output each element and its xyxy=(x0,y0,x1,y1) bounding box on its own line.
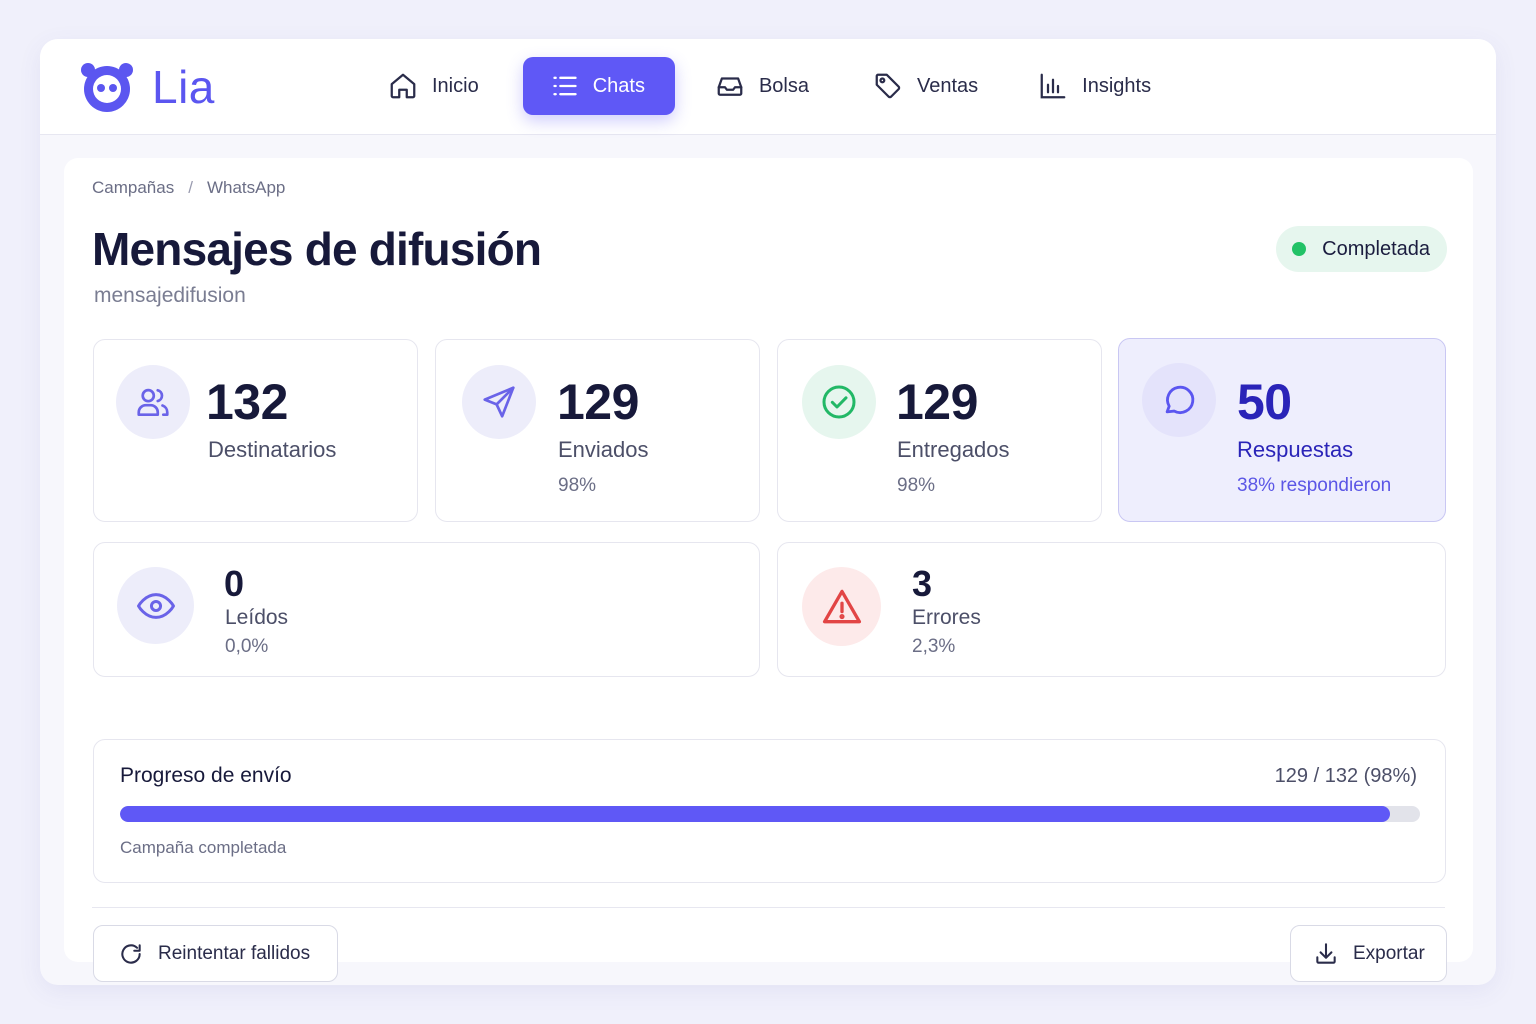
icon-badge xyxy=(117,567,194,644)
stat-label: Entregados xyxy=(897,437,1010,462)
warning-icon xyxy=(822,589,861,623)
eye-icon xyxy=(136,592,175,619)
nav-item-label: Insights xyxy=(1082,74,1152,97)
send-icon xyxy=(483,386,515,418)
progress-bar xyxy=(120,806,1420,822)
tag-icon xyxy=(875,73,901,99)
icon-badge xyxy=(462,365,536,439)
inbox-icon xyxy=(717,77,743,96)
retry-failed-label: Reintentar fallidos xyxy=(158,942,311,964)
page-subtitle: mensajedifusion xyxy=(94,284,246,307)
app-logo[interactable]: Lia xyxy=(80,59,215,115)
top-bar: Lia Inicio Chats xyxy=(40,39,1496,135)
icon-badge xyxy=(1142,363,1216,437)
logo-icon xyxy=(81,63,133,112)
progress-card: Progreso de envío 129 / 132 (98%) Campañ… xyxy=(93,739,1446,883)
icon-badge xyxy=(802,365,876,439)
status-dot xyxy=(1292,242,1307,256)
users-icon xyxy=(137,388,169,417)
breadcrumb-item-whatsapp[interactable]: WhatsApp xyxy=(206,178,286,197)
status-label: Completada xyxy=(1322,237,1430,260)
retry-failed-button[interactable]: Reintentar fallidos xyxy=(93,925,338,982)
stat-card-delivered: 129 Entregados 98% xyxy=(777,339,1102,522)
refresh-icon xyxy=(121,943,141,964)
check-circle-icon xyxy=(822,385,856,419)
nav-item-label: Inicio xyxy=(432,74,479,97)
progress-bar-fill xyxy=(120,806,1391,822)
stat-label: Leídos xyxy=(225,606,289,629)
nav-item-label: Chats xyxy=(592,74,645,97)
nav-item-chats[interactable]: Chats xyxy=(522,57,675,115)
stat-card-recipients: 132 Destinatarios xyxy=(93,339,418,522)
icon-badge xyxy=(802,567,881,646)
progress-title: Progreso de envío xyxy=(120,764,292,787)
nav-item-label: Bolsa xyxy=(758,74,809,97)
nav-item-bolsa[interactable]: Bolsa xyxy=(695,57,829,115)
download-icon xyxy=(1316,942,1336,964)
stat-value: 0 xyxy=(224,563,245,604)
nav-item-label: Ventas xyxy=(916,74,979,97)
breadcrumb-separator: / xyxy=(188,178,193,197)
nav-item-inicio[interactable]: Inicio xyxy=(368,57,499,115)
nav-item-insights[interactable]: Insights xyxy=(1018,57,1171,115)
page-title: Mensajes de difusión xyxy=(92,223,542,275)
stat-label: Errores xyxy=(912,606,981,629)
export-label: Exportar xyxy=(1353,942,1425,964)
app-name: Lia xyxy=(152,61,215,113)
status-badge: Completada xyxy=(1276,226,1447,272)
stat-label: Respuestas xyxy=(1237,437,1354,462)
stat-percentage: 98% xyxy=(558,475,597,496)
stat-value: 3 xyxy=(912,563,933,604)
nav-item-ventas[interactable]: Ventas xyxy=(853,57,998,115)
breadcrumb-item-campanas[interactable]: Campañas xyxy=(92,178,175,197)
progress-note: Campaña completada xyxy=(120,838,287,857)
breadcrumb: Campañas / WhatsApp xyxy=(92,178,285,198)
progress-count: 129 / 132 (98%) xyxy=(1274,765,1417,787)
list-icon xyxy=(553,76,577,96)
chat-bubble-icon xyxy=(1165,385,1195,414)
stat-label: Enviados xyxy=(558,437,649,462)
stat-percentage: 98% xyxy=(897,475,936,496)
app-window: Lia Inicio Chats xyxy=(40,39,1496,985)
main-nav: Inicio Chats Bolsa xyxy=(368,57,1171,115)
bar-chart-icon xyxy=(1040,73,1066,99)
icon-badge xyxy=(116,365,190,439)
stat-card-read: 0 Leídos 0,0% xyxy=(93,542,760,677)
stat-percentage: 2,3% xyxy=(912,636,956,657)
stat-percentage: 0,0% xyxy=(225,636,269,657)
stat-label: Destinatarios xyxy=(208,437,337,462)
divider xyxy=(92,907,1445,908)
stat-value: 50 xyxy=(1237,374,1292,430)
home-icon xyxy=(390,73,416,99)
stat-card-sent: 129 Enviados 98% xyxy=(435,339,760,522)
stat-card-responses: 50 Respuestas 38% respondieron xyxy=(1118,338,1446,522)
stat-percentage: 38% respondieron xyxy=(1237,475,1392,496)
stat-card-errors: 3 Errores 2,3% xyxy=(777,542,1446,677)
export-button[interactable]: Exportar xyxy=(1290,925,1447,982)
stat-value: 129 xyxy=(896,374,978,430)
content-panel: Campañas / WhatsApp Mensajes de difusión… xyxy=(64,158,1473,982)
stat-value: 129 xyxy=(557,374,639,430)
stat-value: 132 xyxy=(206,374,288,430)
